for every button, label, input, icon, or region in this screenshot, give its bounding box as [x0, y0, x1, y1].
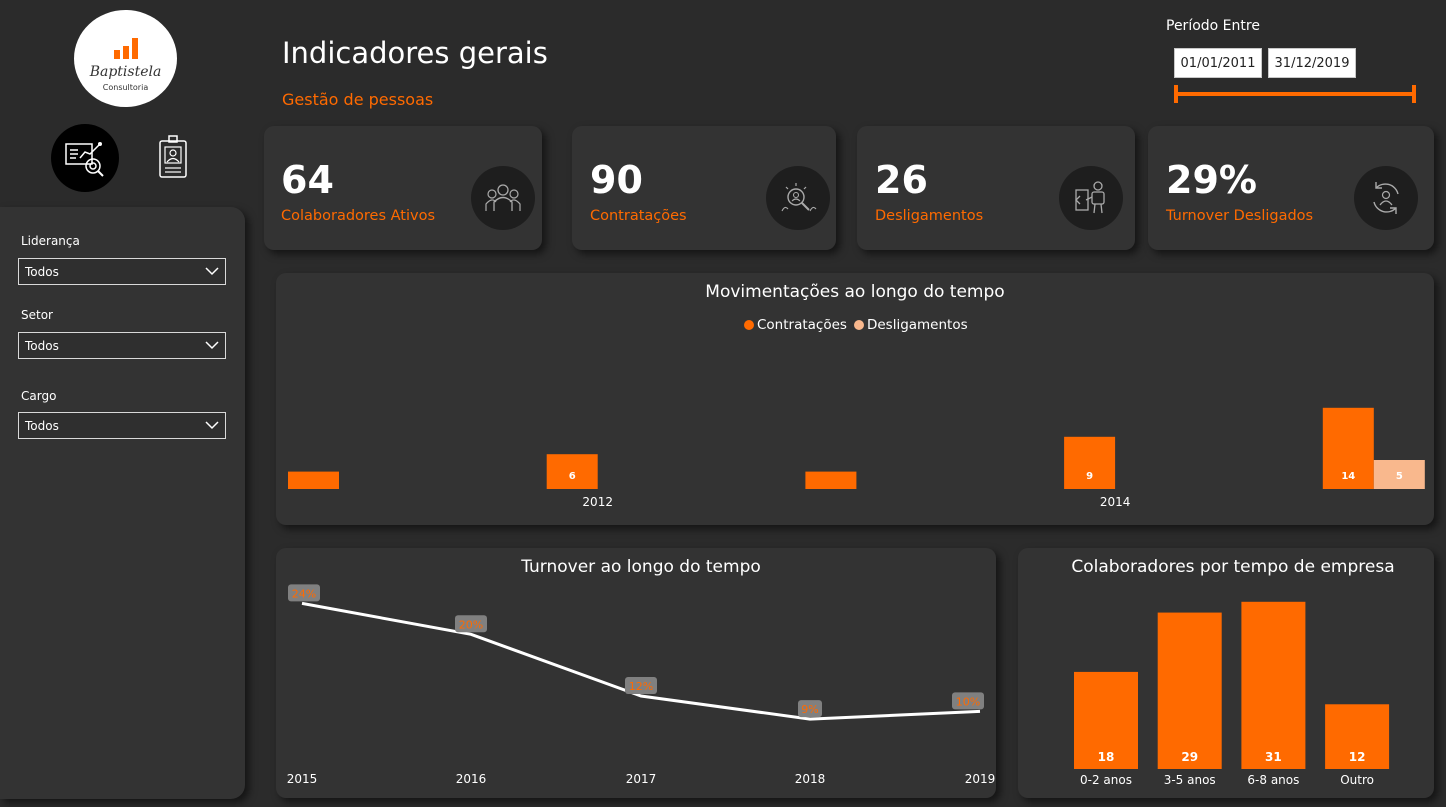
setor-dropdown-value: Todos — [25, 338, 59, 353]
bar — [1325, 704, 1390, 769]
slider-start-handle[interactable] — [1174, 85, 1178, 103]
data-label: 12% — [629, 680, 653, 693]
x-tick-label: 3-5 anos — [1164, 773, 1216, 787]
bar-data-label: 12 — [1349, 750, 1366, 764]
chevron-down-icon — [205, 421, 219, 430]
kpi-label: Turnover Desligados — [1166, 208, 1314, 224]
date-range-slider[interactable] — [1176, 92, 1415, 96]
x-tick-label: 2012 — [582, 495, 613, 509]
filter-label-cargo: Cargo — [21, 389, 57, 403]
data-label: 9% — [801, 703, 818, 716]
bar-contratacoes — [805, 471, 857, 489]
x-tick-label: 2019 — [965, 772, 996, 786]
chart-title: Movimentações ao longo do tempo — [705, 282, 1005, 302]
data-label-bubble — [798, 700, 822, 718]
bar — [1074, 671, 1138, 769]
legend-label-contratacoes: Contratações — [757, 317, 847, 333]
kpi-card-active: 64 Colaboradores Ativos — [264, 126, 542, 250]
filter-label-lideranca: Liderança — [21, 234, 80, 248]
data-label-bubble — [952, 692, 984, 710]
data-label-bubble — [455, 615, 487, 633]
kpi-value: 26 — [875, 158, 928, 202]
legend-label-desligamentos: Desligamentos — [866, 317, 968, 333]
logo-bars-icon — [114, 38, 138, 59]
bar-contratacoes — [1322, 407, 1374, 489]
kpi-card-turnover: 29% Turnover Desligados — [1148, 126, 1434, 250]
turnover-cycle-icon — [1354, 166, 1418, 230]
filter-sidebar: Liderança Todos Setor Todos Cargo Todos — [0, 207, 245, 799]
x-tick-label: 2015 — [287, 772, 318, 786]
bar-data-label: 18 — [1098, 750, 1115, 764]
dashboard-analytics-icon — [65, 142, 104, 177]
kpi-value: 64 — [281, 158, 334, 202]
period-label: Período Entre — [1166, 18, 1260, 34]
kpi-value: 90 — [590, 158, 643, 202]
exit-door-icon — [1059, 166, 1123, 230]
bar-contratacoes — [546, 454, 598, 489]
kpi-value: 29% — [1166, 158, 1257, 202]
data-label: 24% — [292, 587, 316, 600]
company-logo: Baptistela Consultoria — [74, 10, 177, 107]
page-title: Indicadores gerais — [282, 36, 548, 70]
turnover-line-chart: 24% 2015 20% 2016 12% 2017 9% 2018 10% 2019 — [287, 584, 996, 786]
x-tick-label: 6-8 anos — [1247, 773, 1299, 787]
start-date-input[interactable]: 01/01/2011 — [1174, 48, 1262, 78]
turnover-line — [301, 601, 981, 721]
employee-profile-page-button[interactable] — [150, 134, 196, 180]
tenure-chart-card: Colaboradores por tempo de empresa 18 0-2… — [1018, 548, 1434, 798]
kpi-label: Colaboradores Ativos — [281, 208, 436, 224]
bar-data-label: 31 — [1265, 750, 1282, 764]
chevron-down-icon — [205, 341, 219, 350]
data-label: 20% — [459, 618, 483, 631]
data-label-bubble — [288, 584, 320, 602]
bar-contratacoes — [288, 471, 339, 489]
x-tick-label: Outro — [1340, 773, 1374, 787]
lideranca-dropdown-value: Todos — [25, 264, 59, 279]
bar-data-label: 14 — [1341, 471, 1355, 482]
id-badge-icon — [159, 135, 187, 178]
logo-subtitle: Consultoria — [102, 83, 149, 92]
logo-name: Baptistela — [89, 64, 162, 80]
x-tick-label: 2018 — [795, 772, 826, 786]
x-tick-label: 2014 — [1100, 495, 1131, 509]
legend-marker-contratacoes — [744, 320, 754, 330]
setor-dropdown[interactable]: Todos — [18, 332, 226, 359]
x-tick-label: 0-2 anos — [1080, 773, 1132, 787]
chevron-down-icon — [205, 267, 219, 276]
kpi-card-terminations: 26 Desligamentos — [857, 126, 1135, 250]
page-subtitle: Gestão de pessoas — [282, 90, 434, 109]
bar-data-label: 6 — [569, 471, 576, 482]
slider-end-handle[interactable] — [1412, 85, 1416, 103]
bar — [1241, 601, 1306, 769]
bar-contratacoes — [1064, 436, 1116, 489]
kpi-card-hires: 90 Contratações — [572, 126, 836, 250]
dashboard-page-button[interactable] — [51, 124, 119, 192]
end-date-input[interactable]: 31/12/2019 — [1268, 48, 1356, 78]
bar-data-label: 5 — [1396, 471, 1403, 482]
chart-title: Colaboradores por tempo de empresa — [1071, 557, 1395, 577]
kpi-label: Desligamentos — [875, 208, 984, 224]
x-tick-label: 2016 — [456, 772, 487, 786]
bar-data-label: 9 — [1086, 471, 1093, 482]
bar — [1157, 612, 1222, 769]
bar-data-label: 29 — [1181, 750, 1198, 764]
x-tick-label: 2017 — [626, 772, 657, 786]
movements-bar-chart: 62012920141451962016951642018116 — [288, 407, 1425, 509]
team-icon — [471, 166, 535, 230]
turnover-chart-card: Turnover ao longo do tempo 24% 2015 20% 201… — [276, 548, 996, 798]
lideranca-dropdown[interactable]: Todos — [18, 258, 226, 285]
bar-desligamentos — [1373, 460, 1425, 489]
recruit-search-icon — [766, 166, 830, 230]
data-label-bubble — [625, 677, 657, 694]
data-label: 10% — [956, 695, 980, 708]
chart-legend: Contratações Desligamentos — [744, 317, 968, 333]
movements-chart-card: Movimentações ao longo do tempo Contrata… — [276, 273, 1434, 525]
legend-marker-desligamentos — [853, 320, 864, 330]
chart-title: Turnover ao longo do tempo — [521, 557, 761, 577]
tenure-bar-chart: 18 0-2 anos 29 3-5 anos 31 6-8 anos 12 Outro — [1074, 601, 1390, 787]
kpi-label: Contratações — [590, 208, 687, 224]
cargo-dropdown[interactable]: Todos — [18, 412, 226, 439]
cargo-dropdown-value: Todos — [25, 418, 59, 433]
filter-label-setor: Setor — [21, 308, 53, 322]
